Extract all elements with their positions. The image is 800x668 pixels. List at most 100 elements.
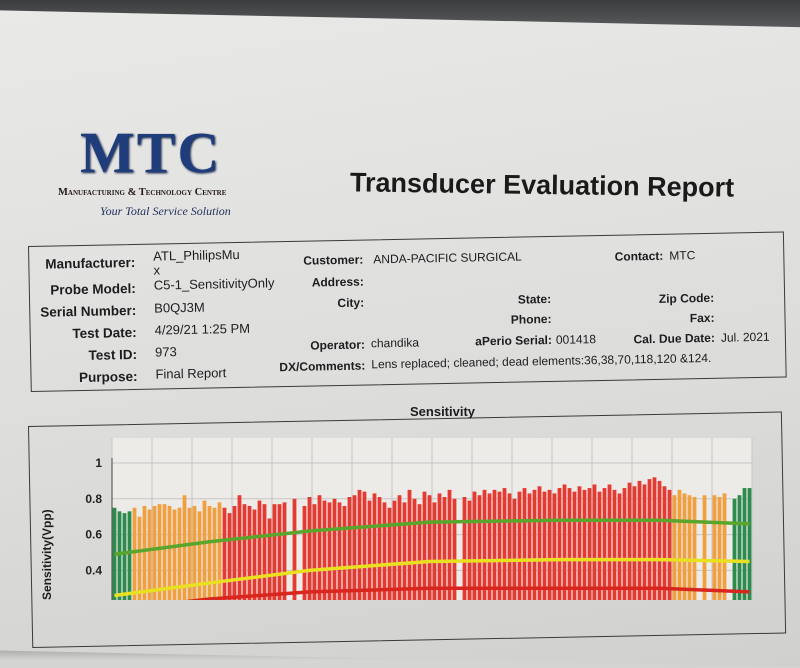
bar-element-109 (652, 477, 657, 600)
bar-element-28 (247, 505, 252, 600)
bar-element-30 (257, 500, 262, 600)
bar-element-88 (547, 489, 552, 600)
bar-element-2 (117, 511, 122, 600)
bar-element-58 (397, 495, 402, 600)
bar-element-102 (617, 493, 622, 600)
bar-element-69 (452, 498, 457, 600)
bar-element-65 (432, 502, 437, 600)
bar-element-98 (597, 491, 602, 600)
bar-element-48 (347, 497, 352, 600)
bar-element-7 (142, 505, 147, 600)
bar-element-106 (637, 480, 642, 600)
logo-brand: MTC (80, 120, 222, 185)
bar-element-32 (267, 518, 272, 600)
bar-element-15 (182, 495, 187, 600)
bar-element-4 (127, 511, 132, 600)
y-tick-label: 1 (95, 456, 102, 470)
bar-element-51 (362, 491, 367, 600)
bar-element-91 (562, 484, 567, 600)
bar-element-96 (587, 488, 592, 600)
bar-element-97 (592, 484, 597, 600)
bar-element-21 (212, 507, 217, 600)
bar-element-23 (222, 507, 227, 600)
bar-element-86 (537, 486, 542, 600)
bar-element-62 (417, 504, 422, 600)
bar-element-77 (492, 489, 497, 600)
bar-element-103 (622, 488, 627, 600)
bar-element-81 (512, 498, 517, 600)
bar-element-72 (467, 500, 472, 600)
bar-element-35 (282, 502, 287, 600)
bar-element-89 (552, 493, 557, 600)
bar-element-117 (692, 497, 697, 600)
bar-element-80 (507, 493, 512, 600)
bar-element-100 (607, 484, 612, 600)
bar-element-90 (557, 488, 562, 600)
bar-element-9 (152, 505, 157, 600)
bar-element-112 (667, 489, 672, 600)
bar-element-67 (442, 497, 447, 600)
bar-element-125 (732, 498, 737, 600)
chart-title: Sensitivity (410, 404, 476, 419)
limit-line-1 (114, 557, 750, 598)
bar-element-93 (572, 491, 577, 600)
bar-element-95 (582, 489, 587, 600)
bar-element-18 (197, 511, 202, 600)
bar-element-43 (322, 500, 327, 600)
bar-element-33 (272, 504, 277, 600)
bar-element-101 (612, 489, 617, 600)
bar-element-82 (517, 491, 522, 600)
bar-element-105 (632, 486, 637, 600)
bar-element-44 (327, 502, 332, 600)
bar-element-76 (487, 493, 492, 600)
bar-element-27 (242, 504, 247, 600)
bar-element-84 (527, 493, 532, 600)
bar-element-34 (277, 504, 282, 600)
bar-element-104 (627, 482, 632, 600)
limit-line-2 (185, 586, 750, 600)
bar-element-42 (317, 495, 322, 600)
bar-element-99 (602, 488, 607, 600)
bar-element-19 (202, 500, 207, 600)
bar-element-60 (407, 489, 412, 600)
bar-element-31 (262, 504, 267, 600)
bar-element-55 (382, 502, 387, 600)
bar-element-40 (307, 497, 312, 600)
bar-element-46 (337, 502, 342, 600)
bar-element-26 (237, 495, 242, 600)
logo-tagline: Your Total Service Solution (100, 204, 231, 218)
bar-element-83 (522, 488, 527, 600)
bar-element-52 (367, 500, 372, 600)
bar-element-122 (717, 497, 722, 600)
bar-element-94 (577, 486, 582, 600)
bar-element-126 (737, 495, 742, 600)
bar-element-11 (162, 504, 167, 600)
bar-element-10 (157, 504, 162, 600)
logo-full-name: Manufacturing & Technology Centre (58, 187, 227, 198)
bar-element-111 (662, 486, 667, 600)
y-tick-label: 0.6 (85, 528, 102, 542)
bar-element-17 (192, 505, 197, 600)
bar-element-25 (232, 505, 237, 600)
bar-element-79 (502, 488, 507, 600)
sensitivity-chart: 1 0.8 0.6 0.4 (85, 438, 753, 600)
bar-element-114 (677, 489, 682, 600)
bar-element-59 (402, 502, 407, 600)
bar-element-68 (447, 489, 452, 600)
bar-element-12 (167, 505, 172, 600)
bar-element-73 (472, 491, 477, 600)
bar-element-116 (687, 495, 692, 600)
bar-element-56 (387, 507, 392, 600)
bar-element-61 (412, 498, 417, 600)
bar-element-16 (187, 507, 192, 600)
bar-element-128 (747, 488, 752, 600)
bar-element-75 (482, 489, 487, 600)
bar-element-71 (462, 497, 467, 600)
bar-element-115 (682, 493, 687, 600)
bar-element-119 (702, 495, 707, 600)
bar-element-29 (252, 509, 257, 600)
bar-element-74 (477, 495, 482, 600)
bar-element-50 (357, 489, 362, 600)
bar-element-37 (292, 498, 297, 600)
bar-element-3 (122, 513, 127, 600)
